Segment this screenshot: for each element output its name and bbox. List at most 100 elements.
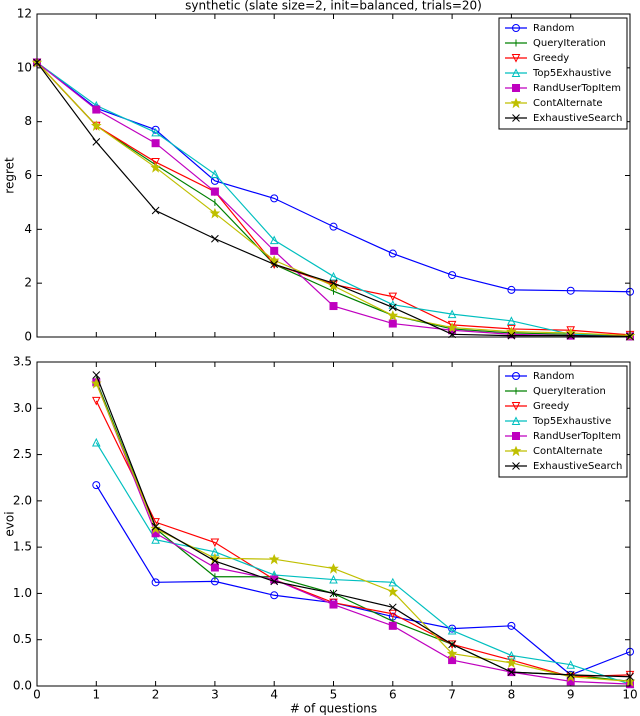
marker (507, 621, 516, 630)
y-tick-label: 3.0 (13, 401, 32, 415)
x-tick-label: 10 (622, 688, 637, 702)
marker (210, 563, 219, 572)
line (95, 484, 631, 676)
marker (268, 553, 280, 565)
marker (210, 538, 220, 548)
marker (448, 271, 457, 280)
marker (388, 319, 397, 328)
y-tick-label: 2.0 (13, 493, 32, 507)
legend-marker (512, 372, 520, 380)
marker (388, 621, 397, 630)
marker (92, 138, 101, 146)
legend-label: ContAlternate (533, 446, 603, 457)
marker (329, 279, 338, 288)
x-axis-label: # of questions (290, 702, 377, 716)
legend-label: Top5Exhaustive (532, 68, 611, 79)
line (36, 61, 631, 293)
marker (507, 656, 516, 665)
marker (507, 324, 516, 334)
marker (329, 302, 338, 311)
y-tick-label: 0.5 (13, 632, 32, 646)
line (36, 61, 631, 338)
marker (92, 371, 101, 379)
marker (151, 206, 160, 215)
marker (447, 309, 457, 319)
marker (270, 260, 279, 269)
marker (151, 578, 160, 587)
marker (151, 125, 160, 134)
chart-title: synthetic (slate size=2, init=balanced, … (185, 0, 482, 13)
legend-marker (512, 24, 520, 32)
marker (270, 246, 279, 255)
marker (209, 207, 221, 219)
y-tick-label: 0.0 (13, 679, 32, 693)
marker (329, 589, 338, 598)
y-tick-label: 1.0 (13, 586, 32, 600)
x-tick-label: 8 (508, 688, 516, 702)
legend-marker (512, 432, 520, 440)
series (33, 58, 634, 341)
legend-label: Random (533, 23, 574, 34)
marker (269, 235, 279, 245)
marker (388, 292, 398, 302)
legend-label: QueryIteration (533, 38, 606, 49)
x-tick-label: 7 (448, 688, 456, 702)
marker (446, 322, 458, 333)
marker (151, 535, 160, 544)
marker (211, 234, 219, 243)
marker (388, 609, 398, 619)
marker (329, 222, 338, 231)
marker (328, 563, 339, 574)
x-tick-label: 1 (92, 688, 100, 702)
y-tick-label: 12 (17, 7, 32, 21)
marker (566, 286, 575, 295)
marker (566, 671, 575, 679)
marker (210, 187, 219, 196)
x-tick-label: 3 (211, 688, 219, 702)
legend-marker (511, 68, 521, 77)
marker (448, 640, 456, 649)
marker (150, 162, 161, 173)
legend-marker (512, 84, 520, 92)
marker (566, 331, 575, 340)
marker (447, 625, 457, 635)
marker (446, 648, 458, 659)
marker (447, 640, 457, 649)
legend-marker (512, 462, 520, 470)
marker (151, 158, 160, 167)
legend-marker (510, 97, 522, 109)
marker (91, 396, 101, 406)
legend-marker (510, 445, 522, 457)
marker (447, 320, 457, 330)
legend-label: Greedy (533, 53, 569, 64)
legend-marker (511, 402, 521, 411)
legend-marker (511, 54, 521, 63)
legend: Random QueryIteration Greedy Top5Exhaustive… (498, 17, 628, 130)
marker (387, 310, 399, 321)
y-axis-label: evoi (3, 511, 17, 536)
marker (448, 656, 457, 665)
y-tick-label: 8 (24, 114, 32, 128)
plot-frame (36, 361, 631, 687)
marker (91, 120, 102, 131)
marker (91, 437, 101, 447)
x-tick-label: 5 (330, 688, 338, 702)
plot-frame (36, 13, 631, 338)
y-tick-label: 2 (24, 276, 32, 290)
marker (150, 523, 161, 534)
legend-marker (511, 416, 521, 425)
marker (387, 586, 399, 597)
marker (448, 624, 457, 633)
marker (211, 557, 219, 565)
legend-label: Random (533, 371, 574, 382)
marker (270, 194, 279, 203)
line (95, 442, 631, 685)
legend-label: ExhaustiveSearch (533, 113, 622, 124)
x-tick-label: 9 (567, 688, 575, 702)
y-tick-label: 6 (24, 168, 32, 182)
legend-label: Top5Exhaustive (532, 416, 611, 427)
marker (270, 575, 279, 584)
marker (388, 249, 397, 258)
x-tick-label: 0 (33, 688, 41, 702)
marker (507, 668, 516, 676)
